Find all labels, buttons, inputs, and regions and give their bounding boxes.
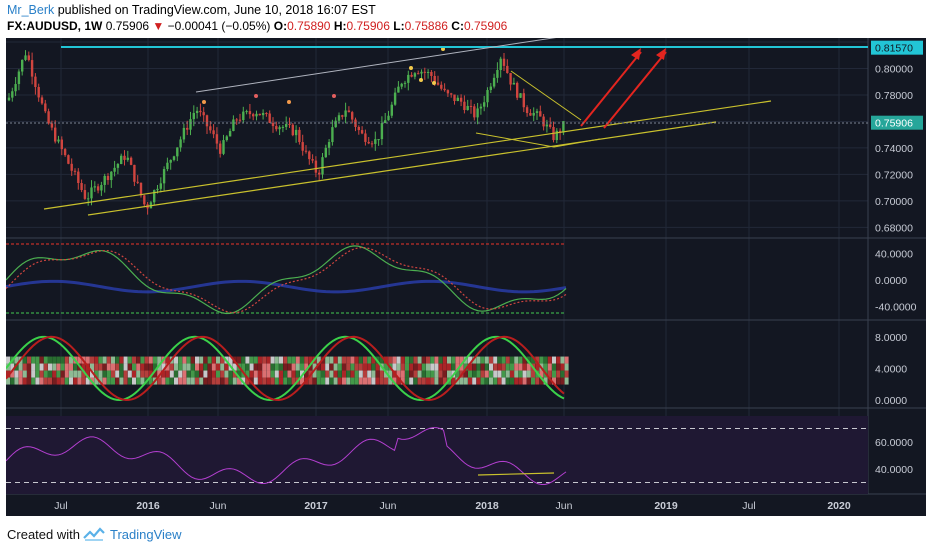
osc1-tick-label: 0.0000 xyxy=(875,275,907,287)
upper-channel-line[interactable] xyxy=(195,38,566,93)
chart-header: Mr_Berk published on TradingView.com, Ju… xyxy=(0,0,932,38)
open-label: O: xyxy=(273,19,288,33)
price-tick-label: 0.68000 xyxy=(875,222,913,234)
price-axis[interactable]: 0.800000.780000.760000.740000.720000.700… xyxy=(871,40,923,476)
time-tick-label: 2019 xyxy=(654,500,678,512)
inner-trend-line[interactable] xyxy=(87,121,717,216)
symbol-label: FX:AUDUSD, 1W xyxy=(7,19,103,33)
time-tick-label: 2017 xyxy=(304,500,328,512)
candles-group xyxy=(7,47,565,215)
change-value: −0.00041 (−0.05%) xyxy=(167,19,271,33)
time-tick-label: 2020 xyxy=(827,500,851,512)
rsi-tick-label: 60.0000 xyxy=(875,437,913,449)
ohlc-line: FX:AUDUSD, 1W 0.75906 ▼ −0.00041 (−0.05%… xyxy=(7,19,507,33)
low-value: 0.75886 xyxy=(404,19,448,33)
time-tick-label: Jun xyxy=(380,500,397,512)
price-tick-label: 0.80000 xyxy=(875,63,913,75)
price-tick-label: 0.78000 xyxy=(875,90,913,102)
time-axis[interactable]: Jul 2016 Jun 2017 Jun 2018 Jun 2019 Jul 2020 xyxy=(54,500,851,512)
resistance-price-label: 0.81570 xyxy=(875,43,913,55)
price-tick-label: 0.74000 xyxy=(875,143,913,155)
high-label: H: xyxy=(333,19,347,33)
wedge-upper-line[interactable] xyxy=(510,70,582,121)
tradingview-brand-link[interactable]: TradingView xyxy=(110,527,182,542)
close-value: 0.75906 xyxy=(463,19,508,33)
author-link[interactable]: Mr_Berk xyxy=(7,3,55,17)
oscillator-2-pane xyxy=(6,335,569,402)
close-label: C: xyxy=(451,19,464,33)
last-price-label: 0.75906 xyxy=(875,118,913,130)
footer: Created with TradingView xyxy=(0,516,932,550)
projection-arrows[interactable] xyxy=(580,48,667,129)
rsi-band-fill xyxy=(6,416,868,494)
price-tick-label: 0.70000 xyxy=(875,196,913,208)
outer-trend-line[interactable] xyxy=(43,100,772,210)
tradingview-cloud-icon[interactable] xyxy=(82,526,106,542)
rsi-tick-label: 40.0000 xyxy=(875,464,913,476)
open-value: 0.75890 xyxy=(287,19,331,33)
published-text: published on TradingView.com, June 10, 2… xyxy=(57,3,376,17)
down-arrow-icon: ▼ xyxy=(152,19,165,33)
osc1-tick-label: -40.0000 xyxy=(875,301,917,313)
osc1-tick-label: 40.0000 xyxy=(875,249,913,261)
time-tick-label: 2016 xyxy=(136,500,160,512)
wedge-lower-line[interactable] xyxy=(475,132,555,148)
time-tick-label: Jul xyxy=(54,500,67,512)
osc2-tick-label: 4.0000 xyxy=(875,363,907,375)
osc2-tick-label: 0.0000 xyxy=(875,395,907,407)
rsi-pane xyxy=(6,427,868,486)
time-tick-label: Jun xyxy=(556,500,573,512)
created-with-text: Created with xyxy=(7,527,80,542)
target-leg-line[interactable] xyxy=(553,138,601,148)
low-label: L: xyxy=(393,19,405,33)
last-price: 0.75906 xyxy=(105,19,150,33)
time-tick-label: 2018 xyxy=(475,500,499,512)
price-tick-label: 0.72000 xyxy=(875,169,913,181)
time-tick-label: Jul xyxy=(742,500,755,512)
publish-line: Mr_Berk published on TradingView.com, Ju… xyxy=(7,3,376,17)
high-value: 0.75906 xyxy=(346,19,390,33)
time-tick-label: Jun xyxy=(210,500,227,512)
osc2-tick-label: 8.0000 xyxy=(875,332,907,344)
chart-area[interactable]: 0.800000.780000.760000.740000.720000.700… xyxy=(6,38,926,516)
chart-canvas[interactable]: 0.800000.780000.760000.740000.720000.700… xyxy=(6,38,926,516)
oscillator-1-pane xyxy=(6,243,567,315)
